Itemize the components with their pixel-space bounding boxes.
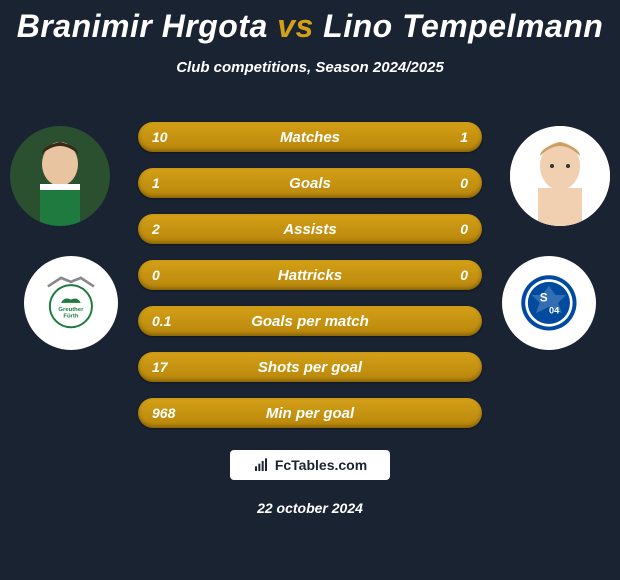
stat-value-right: 0 (460, 175, 468, 191)
source-branding: FcTables.com (230, 450, 390, 480)
branding-text: FcTables.com (275, 457, 367, 473)
player1-name: Branimir Hrgota (17, 8, 268, 44)
stat-row-shots-per-goal: 17 Shots per goal (138, 352, 482, 382)
stat-value-right: 0 (460, 267, 468, 283)
player2-club-badge: S 04 (502, 256, 596, 350)
stats-container: 10 Matches 1 1 Goals 0 2 Assists 0 0 Hat… (138, 122, 482, 444)
stat-row-matches: 10 Matches 1 (138, 122, 482, 152)
comparison-title: Branimir Hrgota vs Lino Tempelmann (0, 0, 620, 45)
stat-row-hattricks: 0 Hattricks 0 (138, 260, 482, 290)
stat-row-goals: 1 Goals 0 (138, 168, 482, 198)
stat-label: Matches (138, 129, 482, 146)
stat-label: Goals (138, 175, 482, 192)
stat-label: Assists (138, 221, 482, 238)
stat-row-assists: 2 Assists 0 (138, 214, 482, 244)
stat-value-right: 1 (460, 129, 468, 145)
svg-text:Fürth: Fürth (63, 313, 78, 319)
generation-date: 22 october 2024 (0, 500, 620, 516)
player1-club-badge: Greuther Fürth (24, 256, 118, 350)
stat-label: Min per goal (138, 405, 482, 422)
stat-row-goals-per-match: 0.1 Goals per match (138, 306, 482, 336)
svg-text:S: S (540, 291, 548, 305)
stat-label: Shots per goal (138, 359, 482, 376)
stat-value-right: 0 (460, 221, 468, 237)
stat-label: Hattricks (138, 267, 482, 284)
svg-text:Greuther: Greuther (59, 307, 85, 313)
svg-text:04: 04 (549, 306, 560, 316)
player2-name: Lino Tempelmann (323, 8, 603, 44)
player2-avatar (510, 126, 610, 226)
stat-label: Goals per match (138, 313, 482, 330)
season-subtitle: Club competitions, Season 2024/2025 (0, 59, 620, 76)
chart-icon (253, 457, 269, 473)
player1-avatar (10, 126, 110, 226)
stat-row-min-per-goal: 968 Min per goal (138, 398, 482, 428)
vs-text: vs (277, 8, 314, 44)
